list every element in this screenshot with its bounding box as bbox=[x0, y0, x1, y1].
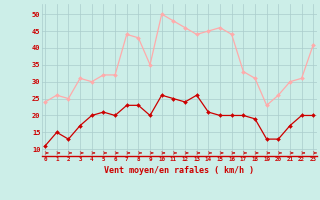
X-axis label: Vent moyen/en rafales ( km/h ): Vent moyen/en rafales ( km/h ) bbox=[104, 166, 254, 175]
